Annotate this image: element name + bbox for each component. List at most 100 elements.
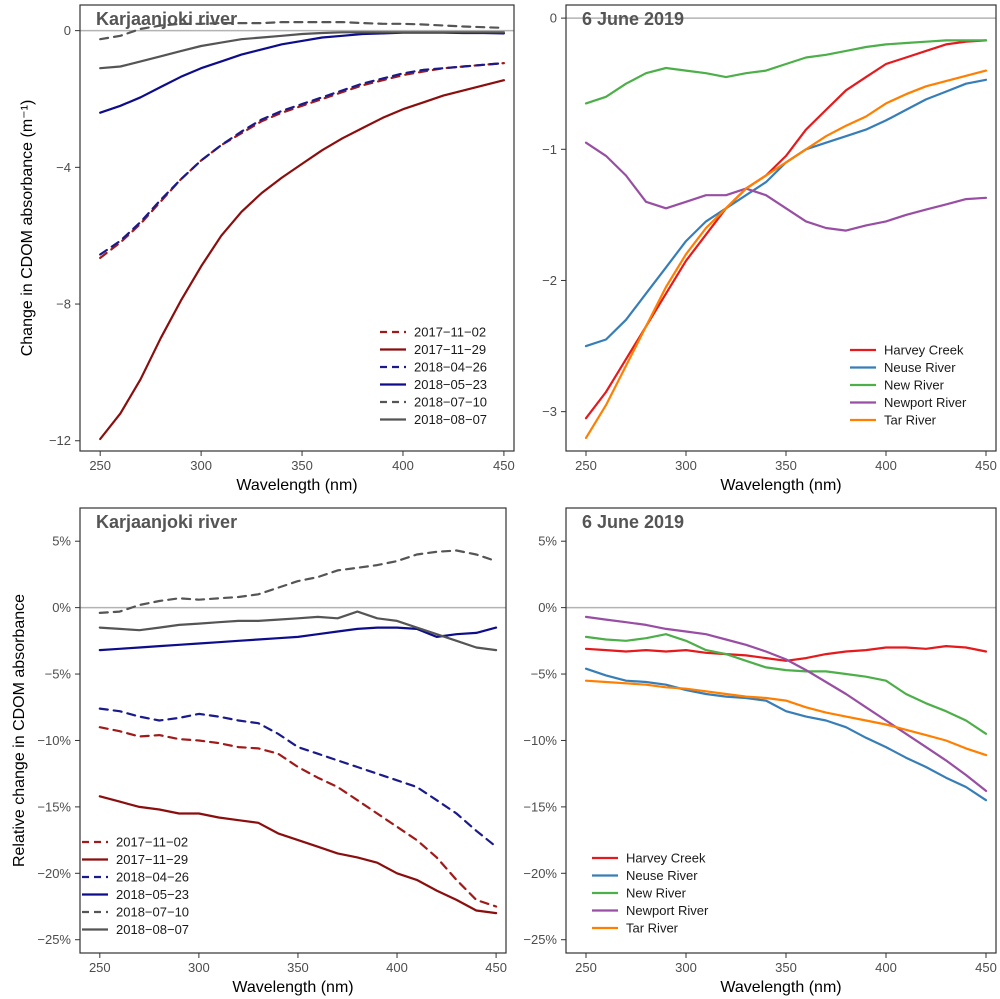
x-tick-label: 350 xyxy=(291,458,313,473)
panel-rel-karjaanjoki: Karjaanjoki river 250 300 350 400 450 5% 0% −5% −… xyxy=(11,507,507,996)
x-axis-title: Wavelength (nm) xyxy=(236,477,357,494)
legend-label: Tar River xyxy=(626,921,679,936)
legend-label: 2017−11−29 xyxy=(414,342,486,357)
x-axis-title: Wavelength (nm) xyxy=(232,979,353,996)
y-tick-label: −3 xyxy=(542,404,557,419)
legend-label: 2018−07−10 xyxy=(116,905,189,920)
series-group xyxy=(584,39,988,439)
series-line-2 xyxy=(584,39,988,105)
series-line-2 xyxy=(584,633,988,735)
legend-label: Newport River xyxy=(626,903,709,918)
panel-rel-june-2019: 6 June 2019 250 300 350 400 450 5% 0% −5% −10% −15… xyxy=(523,507,997,996)
x-tick-label: 450 xyxy=(493,458,515,473)
series-line-4 xyxy=(584,69,988,439)
series-line-5 xyxy=(98,610,498,652)
y-tick-label: 0 xyxy=(550,11,557,26)
x-tick-label: 300 xyxy=(675,960,697,975)
x-tick-label: 300 xyxy=(190,458,212,473)
y-tick-label: 0 xyxy=(64,23,71,38)
y-tick-label: 0% xyxy=(52,600,71,615)
x-tick-label: 400 xyxy=(392,458,414,473)
legend-label: Newport River xyxy=(884,395,967,410)
y-tick-label: −4 xyxy=(56,160,71,175)
legend-label: 2017−11−02 xyxy=(116,835,188,850)
series-line-4 xyxy=(584,679,988,757)
legend-label: Neuse River xyxy=(884,360,956,375)
legend-label: 2018−08−07 xyxy=(116,922,189,937)
y-tick-label: 0% xyxy=(538,600,557,615)
x-tick-label: 300 xyxy=(188,960,210,975)
x-tick-label: 400 xyxy=(875,458,897,473)
series-line-0 xyxy=(584,644,988,662)
x-axis-title: Wavelength (nm) xyxy=(720,477,841,494)
y-tick-label: −10% xyxy=(37,733,71,748)
legend-label: 2018−05−23 xyxy=(414,377,487,392)
y-axis-title: Relative change in CDOM absorbance xyxy=(11,594,28,867)
legend-label: 2018−04−26 xyxy=(116,870,189,885)
x-tick-label: 250 xyxy=(575,960,597,975)
x-tick-label: 250 xyxy=(89,458,111,473)
panel-abs-karjaanjoki: Karjaanjoki river 250 300 350 400 450 0 −4 −8 −12… xyxy=(19,4,515,494)
series-group xyxy=(98,549,498,915)
x-tick-label: 350 xyxy=(775,458,797,473)
series-line-2 xyxy=(98,707,498,848)
series-line-3 xyxy=(584,141,988,232)
series-line-4 xyxy=(99,21,505,41)
y-tick-label: −25% xyxy=(523,932,557,947)
legend-label: 2018−04−26 xyxy=(414,360,487,375)
x-tick-label: 250 xyxy=(575,458,597,473)
series-line-3 xyxy=(99,31,505,114)
y-axis-title: Change in CDOM absorbance (m⁻¹) xyxy=(19,100,36,357)
x-tick-label: 450 xyxy=(975,960,997,975)
x-tick-label: 350 xyxy=(775,960,797,975)
series-group xyxy=(99,21,505,441)
y-tick-label: −20% xyxy=(37,866,71,881)
series-line-1 xyxy=(98,795,498,915)
y-tick-label: −8 xyxy=(56,297,71,312)
legend: 2017−11−02 2017−11−29 2018−04−26 2018−05−23… xyxy=(82,835,189,937)
panel-frame xyxy=(565,507,997,954)
x-tick-label: 450 xyxy=(485,960,507,975)
series-group xyxy=(584,615,988,802)
series-line-0 xyxy=(99,61,505,259)
x-tick-label: 300 xyxy=(675,458,697,473)
x-tick-label: 350 xyxy=(287,960,309,975)
panel-title: 6 June 2019 xyxy=(582,9,684,29)
y-tick-label: −25% xyxy=(37,932,71,947)
panel-title: Karjaanjoki river xyxy=(96,512,237,532)
legend-label: Harvey Creek xyxy=(626,851,706,866)
series-line-1 xyxy=(584,667,988,802)
panel-title: Karjaanjoki river xyxy=(96,9,237,29)
legend-label: Harvey Creek xyxy=(884,343,964,358)
series-line-2 xyxy=(99,61,505,256)
legend-label: 2018−08−07 xyxy=(414,412,487,427)
y-tick-label: −12 xyxy=(49,433,71,448)
y-tick-label: −15% xyxy=(37,799,71,814)
legend-label: 2018−07−10 xyxy=(414,395,487,410)
y-tick-label: −1 xyxy=(542,142,557,157)
series-line-1 xyxy=(584,78,988,348)
panel-frame xyxy=(79,4,515,452)
legend: Harvey Creek Neuse River New River Newport … xyxy=(850,343,967,428)
y-tick-label: −5% xyxy=(531,667,558,682)
legend-label: 2017−11−02 xyxy=(414,325,486,340)
legend-label: 2017−11−29 xyxy=(116,852,188,867)
series-line-3 xyxy=(98,626,498,652)
x-tick-label: 250 xyxy=(89,960,111,975)
legend: 2017−11−02 2017−11−29 2018−04−26 2018−05−23… xyxy=(380,325,487,427)
y-tick-label: −20% xyxy=(523,866,557,881)
y-tick-label: −15% xyxy=(523,799,557,814)
panel-title: 6 June 2019 xyxy=(582,512,684,532)
x-tick-label: 400 xyxy=(386,960,408,975)
x-axis-title: Wavelength (nm) xyxy=(720,979,841,996)
legend: Harvey Creek Neuse River New River Newport … xyxy=(592,851,709,936)
panel-frame xyxy=(565,4,997,452)
series-line-1 xyxy=(99,79,505,441)
legend-label: New River xyxy=(626,886,687,901)
panel-abs-june-2019: 6 June 2019 250 300 350 400 450 0 −1 −2 −3 Wavelen… xyxy=(542,4,997,494)
y-tick-label: −5% xyxy=(45,667,72,682)
y-tick-label: 5% xyxy=(52,534,71,549)
legend-label: 2018−05−23 xyxy=(116,887,189,902)
x-tick-label: 400 xyxy=(875,960,897,975)
